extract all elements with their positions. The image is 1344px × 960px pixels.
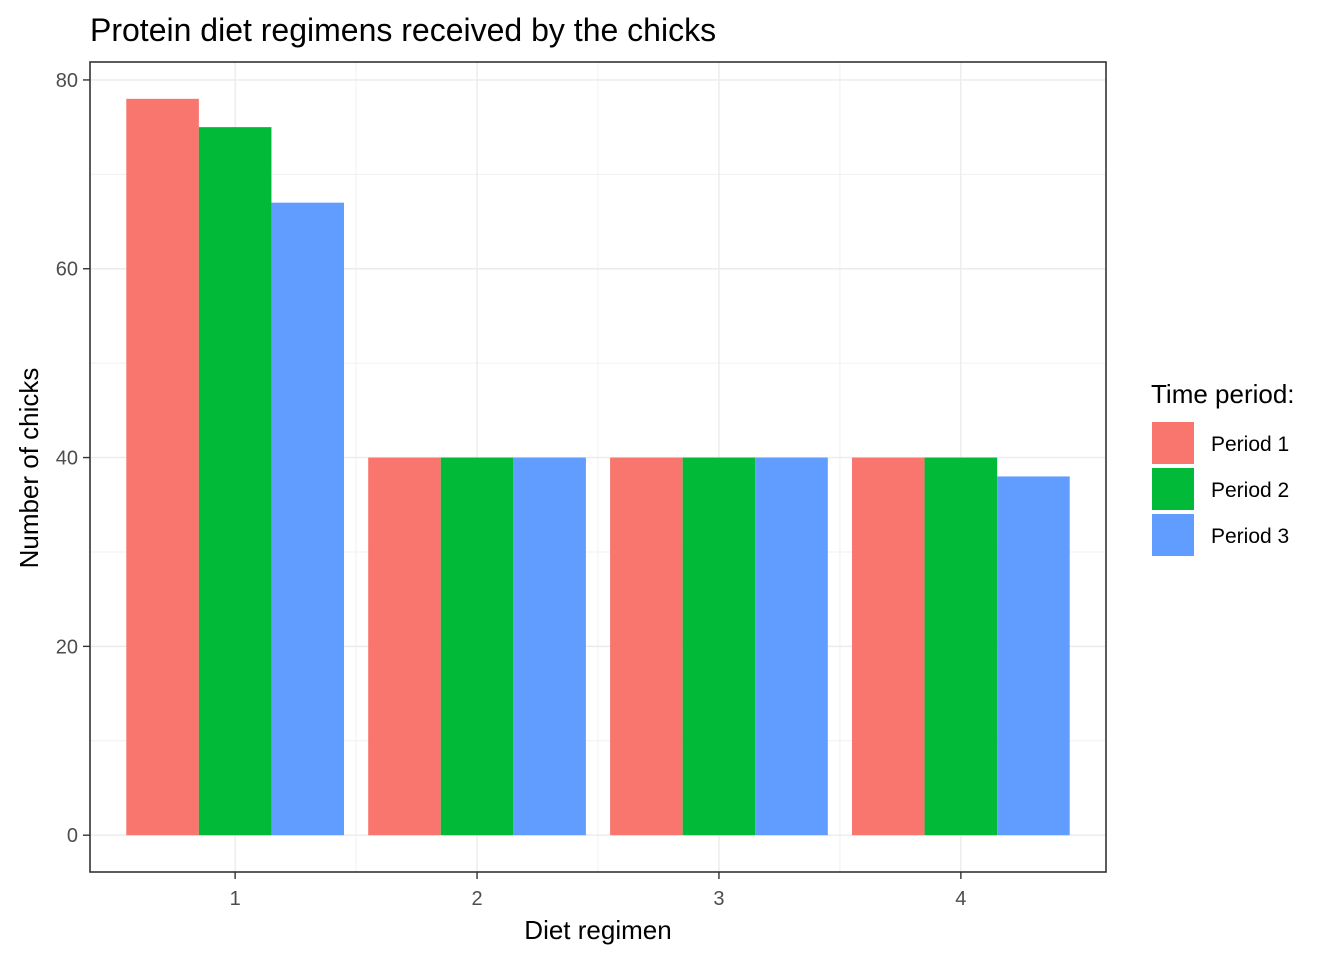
legend-title: Time period: [1151, 379, 1295, 409]
bar-period-2-cat-3 [682, 457, 756, 836]
bar-period-3-cat-3 [755, 457, 828, 836]
panel-border [89, 61, 1107, 873]
x-tick-label: 1 [230, 888, 241, 910]
x-tick-label: 4 [955, 888, 966, 910]
bar-period-2-cat-2 [440, 457, 514, 836]
x-axis-title: Diet regimen [524, 915, 671, 945]
legend-key-period-1 [1152, 422, 1194, 464]
bar-period-1-cat-3 [610, 457, 683, 836]
bar-period-3-cat-4 [997, 476, 1070, 836]
legend-key-period-2 [1152, 468, 1194, 510]
y-tick-label: 80 [56, 70, 78, 92]
legend-label: Period 2 [1211, 479, 1289, 502]
bar-period-2-cat-4 [924, 457, 998, 836]
y-axis-title: Number of chicks [14, 368, 44, 569]
x-tick-label: 3 [713, 888, 724, 910]
bar-period-1-cat-1 [126, 98, 199, 836]
legend-key-period-3 [1152, 514, 1194, 556]
y-tick-label: 20 [56, 636, 78, 658]
bar-period-3-cat-2 [513, 457, 586, 836]
legend: Time period: Period 1 Period 2 Period 3 [1151, 379, 1295, 556]
x-tick-label: 2 [471, 888, 482, 910]
y-tick-label: 0 [67, 825, 78, 847]
legend-label: Period 3 [1211, 525, 1289, 548]
y-tick-label: 60 [56, 259, 78, 281]
bar-period-2-cat-1 [198, 127, 272, 836]
plot-area: 0 20 40 60 80 1 2 3 4 [56, 61, 1107, 910]
legend-label: Period 1 [1211, 433, 1289, 456]
chart-title: Protein diet regimens received by the ch… [90, 12, 716, 48]
bar-period-1-cat-4 [852, 457, 925, 836]
bar-period-3-cat-1 [271, 202, 344, 836]
y-tick-label: 40 [56, 448, 78, 470]
bar-period-1-cat-2 [368, 457, 441, 836]
